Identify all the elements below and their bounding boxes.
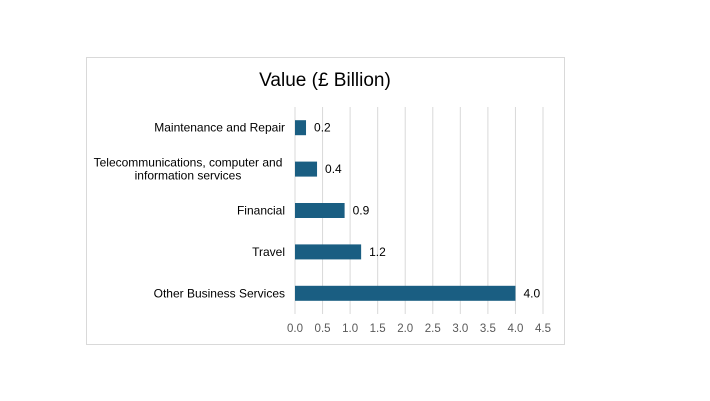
x-tick-label: 4.0 bbox=[507, 323, 523, 335]
bar-series bbox=[295, 120, 516, 301]
chart-title: Value (£ Billion) bbox=[259, 70, 391, 91]
category-label: Other Business Services bbox=[154, 286, 285, 300]
gridlines bbox=[294, 107, 544, 314]
category-label: Financial bbox=[237, 204, 285, 218]
data-label: 0.4 bbox=[325, 162, 342, 176]
data-label: 0.9 bbox=[353, 204, 370, 218]
category-label: Maintenance and Repair bbox=[154, 121, 285, 135]
x-tick-label: 1.5 bbox=[370, 323, 386, 335]
x-tick-label: 0.5 bbox=[315, 323, 331, 335]
category-label: Travel bbox=[252, 245, 285, 259]
bar bbox=[295, 161, 318, 177]
bar bbox=[295, 244, 362, 260]
x-tick-label: 4.5 bbox=[535, 323, 551, 335]
x-tick-label: 2.5 bbox=[425, 323, 441, 335]
x-tick-label: 2.0 bbox=[397, 323, 413, 335]
data-label: 4.0 bbox=[523, 286, 540, 300]
bar bbox=[295, 120, 307, 136]
x-tick-label: 1.0 bbox=[342, 323, 358, 335]
data-labels: 0.2 0.4 0.9 1.2 4.0 bbox=[314, 121, 540, 301]
category-labels: Maintenance and Repair Telecommunications… bbox=[94, 121, 285, 301]
category-label: Telecommunications, computer and bbox=[94, 156, 283, 170]
category-label: information services bbox=[135, 169, 242, 183]
x-tick-label: 3.0 bbox=[452, 323, 468, 335]
data-label: 1.2 bbox=[369, 245, 386, 259]
bar bbox=[295, 285, 516, 301]
x-tick-label: 0.0 bbox=[287, 323, 303, 335]
x-axis-ticks: 0.0 0.5 1.0 1.5 2.0 2.5 3.0 3.5 4.0 4.5 bbox=[287, 323, 551, 335]
bar bbox=[295, 203, 345, 218]
x-tick-label: 3.5 bbox=[480, 323, 496, 335]
data-label: 0.2 bbox=[314, 121, 331, 135]
